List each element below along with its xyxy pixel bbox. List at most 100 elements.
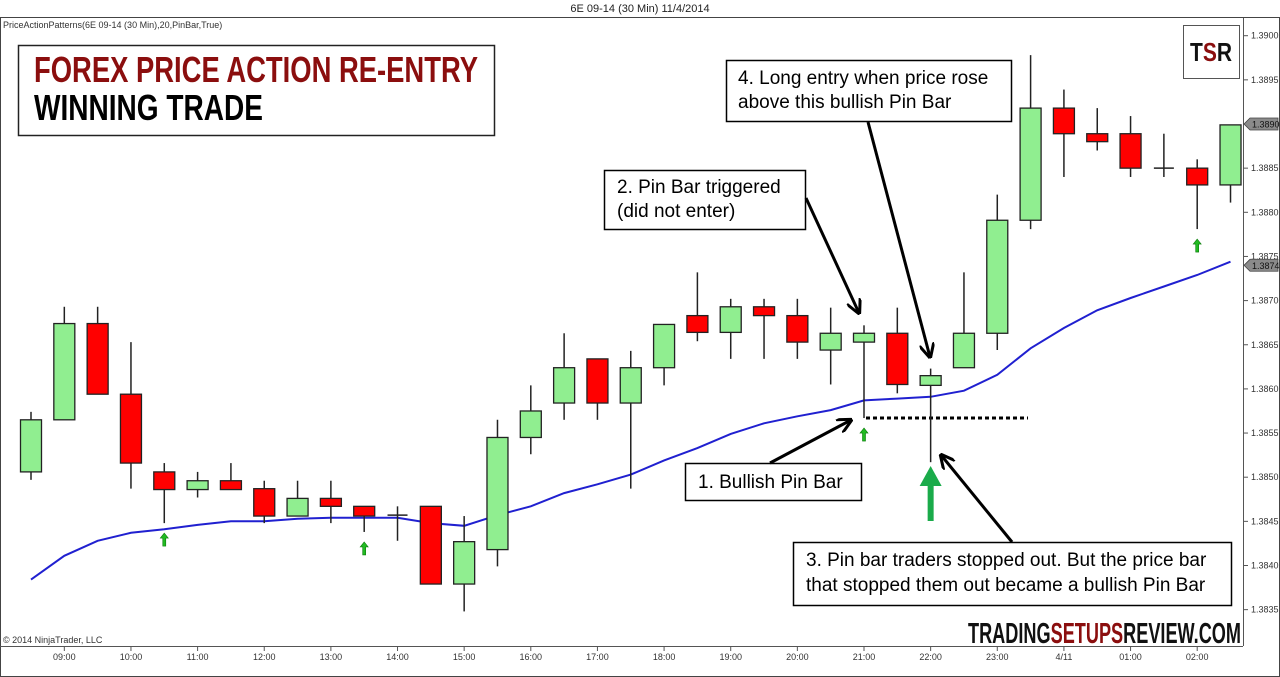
headline-line1: FOREX PRICE ACTION RE-ENTRY (34, 49, 478, 90)
x-tick-label: 14:00 (386, 652, 409, 662)
candle-body (686, 314, 709, 334)
candle (86, 306, 109, 395)
indicator-label: PriceActionPatterns(6E 09-14 (30 Min),20… (3, 20, 222, 30)
annotation-1: 1. Bullish Pin Bar (684, 462, 863, 502)
svg-text:3. Pin bar traders stopped out: 3. Pin bar traders stopped out. But the … (806, 550, 1207, 571)
pin-bar-signal-arrow-icon (1192, 238, 1202, 253)
arrow-3 (941, 455, 1014, 543)
candle-body (1019, 107, 1042, 221)
x-tick-label: 11:00 (187, 652, 209, 662)
x-tick-label: 22:00 (919, 652, 942, 662)
candle-body (719, 306, 742, 334)
x-tick-label: 17:00 (586, 652, 609, 662)
candle (19, 411, 43, 480)
candle (986, 194, 1009, 351)
candle (1019, 55, 1042, 230)
candle-body (419, 505, 442, 585)
candle (453, 516, 476, 612)
last-price-tag-shape (1243, 117, 1279, 131)
candle-body (319, 497, 343, 507)
candle (1052, 89, 1076, 177)
svg-text:TSR: TSR (1190, 37, 1232, 67)
x-tick-label: 18:00 (653, 652, 676, 662)
candle-body (19, 419, 43, 473)
candle (852, 325, 876, 419)
last-price-tag-label: 1.3890 (1252, 120, 1280, 130)
arrow-2 (804, 197, 859, 313)
candle-body (1119, 133, 1142, 169)
candle (519, 385, 542, 455)
candle (686, 272, 709, 342)
y-tick-label: 1.3880 (1251, 207, 1279, 217)
candle-body (886, 332, 909, 386)
candle-body (53, 322, 76, 421)
candle (1086, 108, 1109, 151)
candle (353, 505, 376, 532)
candle-body (952, 332, 976, 369)
annotation-arrows (769, 121, 1014, 543)
y-tick-label: 1.3870 (1251, 296, 1279, 306)
candle (153, 463, 176, 524)
candle-body (986, 219, 1009, 334)
x-tick-label: 20:00 (786, 652, 809, 662)
x-tick-label: 16:00 (520, 652, 543, 662)
y-tick-label: 1.3895 (1251, 75, 1279, 85)
candle (586, 358, 609, 420)
candle (952, 272, 976, 369)
y-tick-label: 1.3845 (1251, 516, 1279, 526)
arrow-4 (866, 121, 930, 357)
arrow-1 (769, 420, 851, 465)
x-tick-label: 13:00 (320, 652, 343, 662)
candle (886, 307, 909, 394)
x-tick-label: 4/11 (1055, 652, 1072, 662)
svg-text:1. Bullish Pin Bar: 1. Bullish Pin Bar (698, 472, 843, 493)
candle-body (119, 393, 143, 464)
candle (387, 506, 408, 541)
y-tick-label: 1.3860 (1251, 384, 1279, 394)
candle (919, 368, 942, 463)
candle-body (153, 471, 176, 491)
svg-text:4. Long entry when price rose: 4. Long entry when price rose (738, 68, 988, 89)
candle-body (353, 505, 376, 517)
y-tick-label: 1.3840 (1251, 561, 1279, 571)
x-tick-label: 21:00 (853, 652, 876, 662)
candle (752, 298, 776, 359)
candle-body (786, 314, 809, 343)
y-tick-label: 1.3865 (1251, 340, 1279, 350)
candle-body (552, 367, 576, 404)
x-tick-label: 02:00 (1186, 652, 1209, 662)
copyright: © 2014 NinjaTrader, LLC (3, 635, 103, 645)
pin-bar-signal-arrow-icon (159, 532, 169, 547)
candle (419, 505, 442, 585)
candle (786, 298, 809, 359)
y-tick-label: 1.3855 (1251, 428, 1279, 438)
window-title: 6E 09-14 (30 Min) 11/4/2014 (570, 3, 709, 15)
entry-arrow-head (919, 466, 942, 486)
candle (1153, 133, 1174, 177)
candle-body (486, 436, 509, 551)
candle-body (453, 541, 476, 585)
candle (53, 306, 76, 421)
y-tick-label: 1.3875 (1251, 251, 1279, 261)
x-tick-label: 10:00 (120, 652, 143, 662)
candle-body (186, 480, 209, 491)
candle-body (752, 306, 776, 317)
candle (286, 480, 309, 517)
svg-text:2. Pin Bar triggered: 2. Pin Bar triggered (617, 177, 781, 198)
candle (819, 307, 842, 385)
candle (1119, 116, 1142, 177)
ma-price-tag-label: 1.3874 (1252, 261, 1280, 271)
x-tick-label: 09:00 (53, 652, 76, 662)
candle (486, 419, 509, 567)
candle-body (819, 332, 842, 351)
ma-price-tag: 1.3874 (1243, 258, 1280, 272)
candle (619, 350, 642, 489)
x-tick-label: 15:00 (453, 652, 476, 662)
pin-bar-signal-arrow-icon (359, 541, 369, 556)
annotation-3: 3. Pin bar traders stopped out. But the … (792, 541, 1233, 607)
candle-body (253, 488, 276, 517)
candle (186, 471, 209, 498)
candle (652, 323, 676, 386)
candle-body (1052, 107, 1076, 135)
